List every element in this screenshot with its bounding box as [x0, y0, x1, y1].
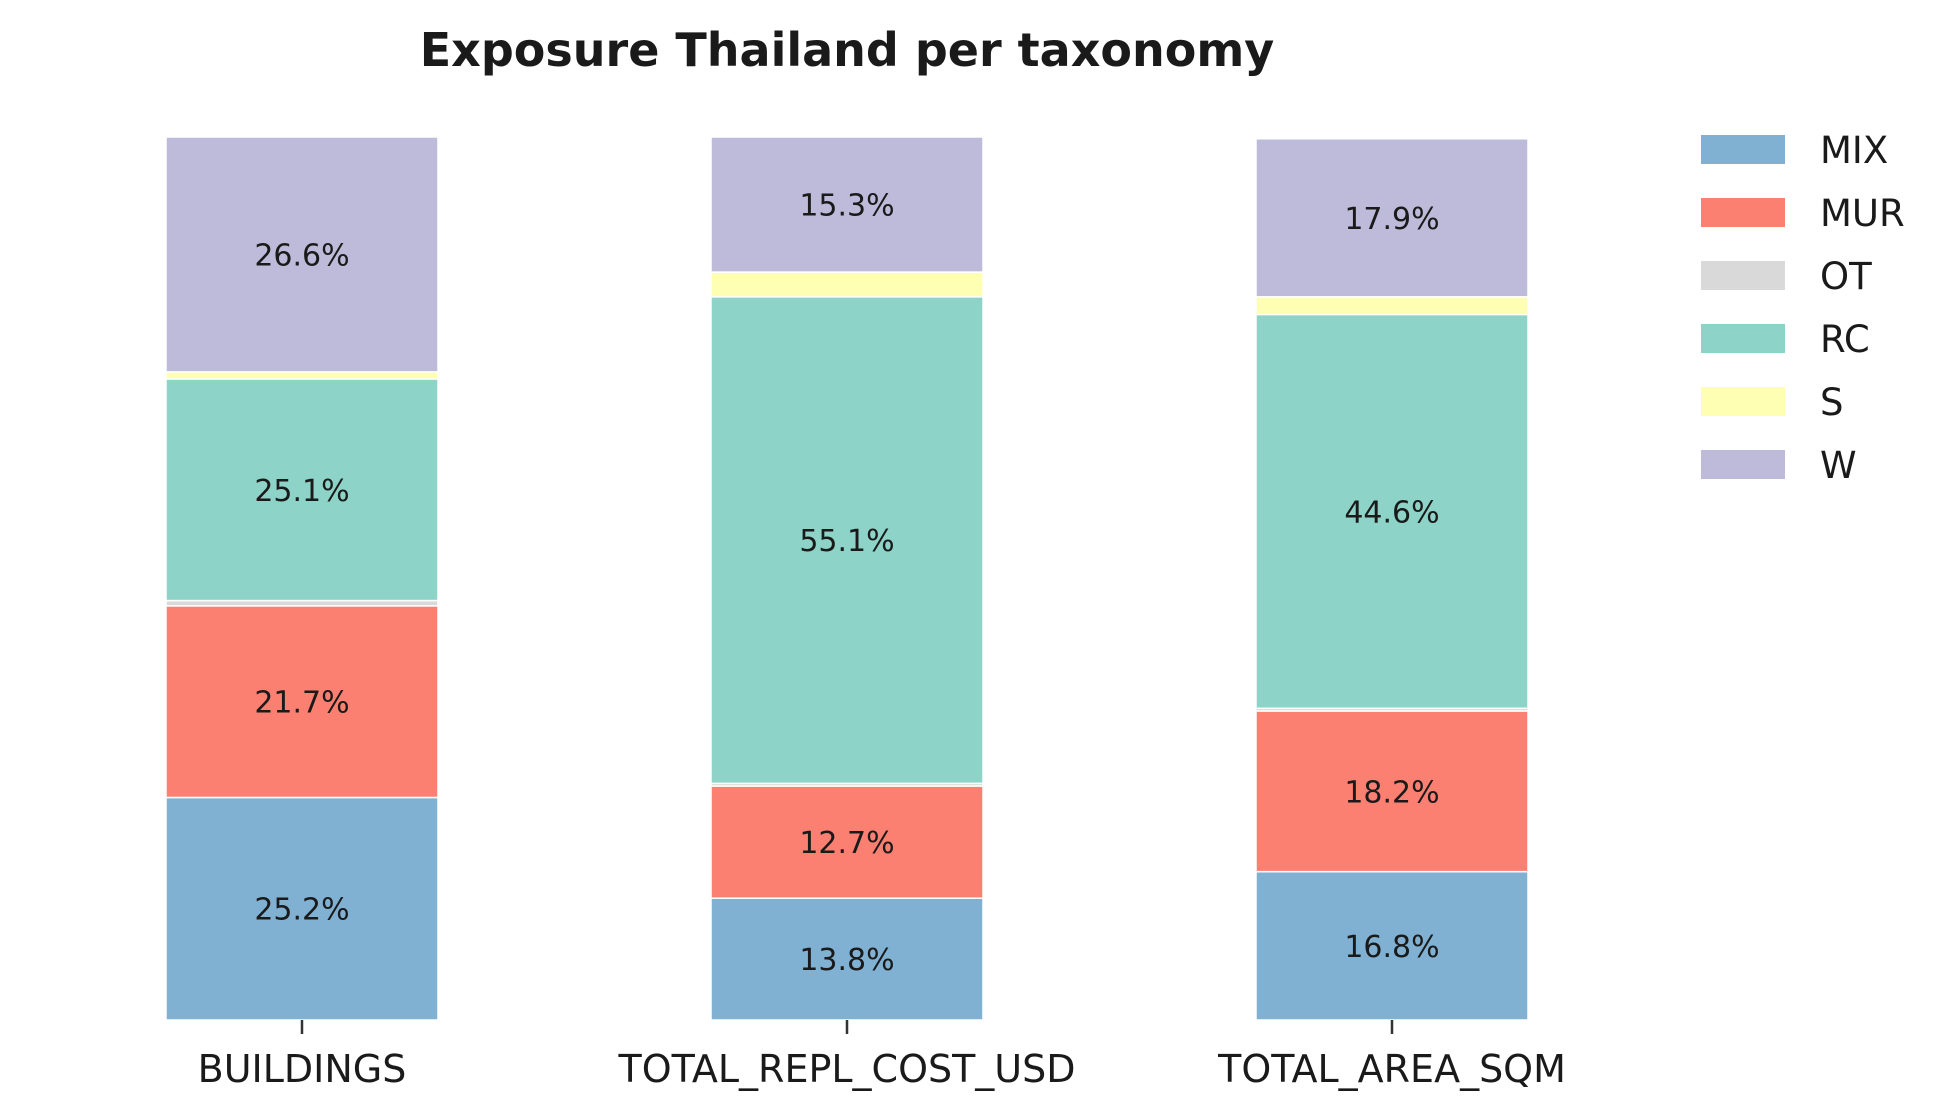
bar-segment-w-total_repl_cost_usd: [710, 136, 984, 273]
bar-segment-s-total_area_sqm: [1255, 296, 1529, 316]
data-label-rc-total_repl_cost_usd: 55.1%: [799, 524, 894, 559]
data-label-mur-total_area_sqm: 18.2%: [1344, 775, 1439, 810]
legend-label-ot: OT: [1820, 255, 1872, 298]
legend-swatch-ot: [1701, 261, 1785, 290]
data-label-mix-total_area_sqm: 16.8%: [1344, 930, 1439, 965]
x-tick-label-total_repl_cost_usd: TOTAL_REPL_COST_USD: [617, 1047, 1075, 1091]
data-label-w-total_area_sqm: 17.9%: [1344, 202, 1439, 237]
legend-label-w: W: [1820, 444, 1857, 487]
data-label-mur-buildings: 21.7%: [254, 686, 349, 721]
legend-label-mix: MIX: [1820, 129, 1888, 172]
data-label-w-total_repl_cost_usd: 15.3%: [799, 189, 894, 224]
legend: MIX MUR OT RC SW: [1701, 129, 1905, 487]
legend-label-s: S: [1820, 381, 1844, 424]
chart-title: Exposure Thailand per taxonomy: [420, 23, 1274, 77]
data-label-w-buildings: 26.6%: [254, 238, 349, 273]
legend-swatch-mur: [1701, 198, 1785, 227]
x-tick-label-total_area_sqm: TOTAL_AREA_SQM: [1217, 1047, 1566, 1091]
bar-segment-mur-buildings: [165, 605, 439, 799]
bar-segment-ot-buildings: [165, 599, 439, 607]
bar-segment-mix-buildings: [165, 796, 439, 1021]
legend-swatch-rc: [1701, 324, 1785, 353]
data-label-mur-total_repl_cost_usd: 12.7%: [799, 826, 894, 861]
data-label-mix-buildings: 25.2%: [254, 893, 349, 928]
bar-segment-s-total_repl_cost_usd: [710, 271, 984, 298]
data-label-mix-total_repl_cost_usd: 13.8%: [799, 943, 894, 978]
data-label-rc-total_area_sqm: 44.6%: [1344, 495, 1439, 530]
bar-segment-mix-total_area_sqm: [1255, 870, 1529, 1021]
legend-swatch-s: [1701, 387, 1785, 416]
bar-segment-w-total_area_sqm: [1255, 138, 1529, 298]
bar-segment-mur-total_area_sqm: [1255, 710, 1529, 873]
legend-label-rc: RC: [1820, 318, 1870, 361]
bar-segment-rc-total_repl_cost_usd: [710, 296, 984, 785]
legend-swatch-mix: [1701, 135, 1785, 164]
legend-label-mur: MUR: [1820, 192, 1905, 235]
bars-group: 25.2% 21.7% 25.1% 26.6% 13.8% 12.7% 55.1% 15.3%…: [165, 136, 1529, 1021]
data-label-rc-buildings: 25.1%: [254, 474, 349, 509]
bar-segment-mur-total_repl_cost_usd: [710, 785, 984, 899]
bar-segment-mix-total_repl_cost_usd: [710, 897, 984, 1021]
x-tick-label-buildings: BUILDINGS: [198, 1047, 407, 1091]
legend-swatch-w: [1701, 450, 1785, 479]
bar-segment-s-buildings: [165, 371, 439, 380]
x-axis: BUILDINGS TOTAL_REPL_COST_USD TOTAL_AREA_S…: [198, 1020, 1566, 1091]
bar-segment-w-buildings: [165, 136, 439, 373]
